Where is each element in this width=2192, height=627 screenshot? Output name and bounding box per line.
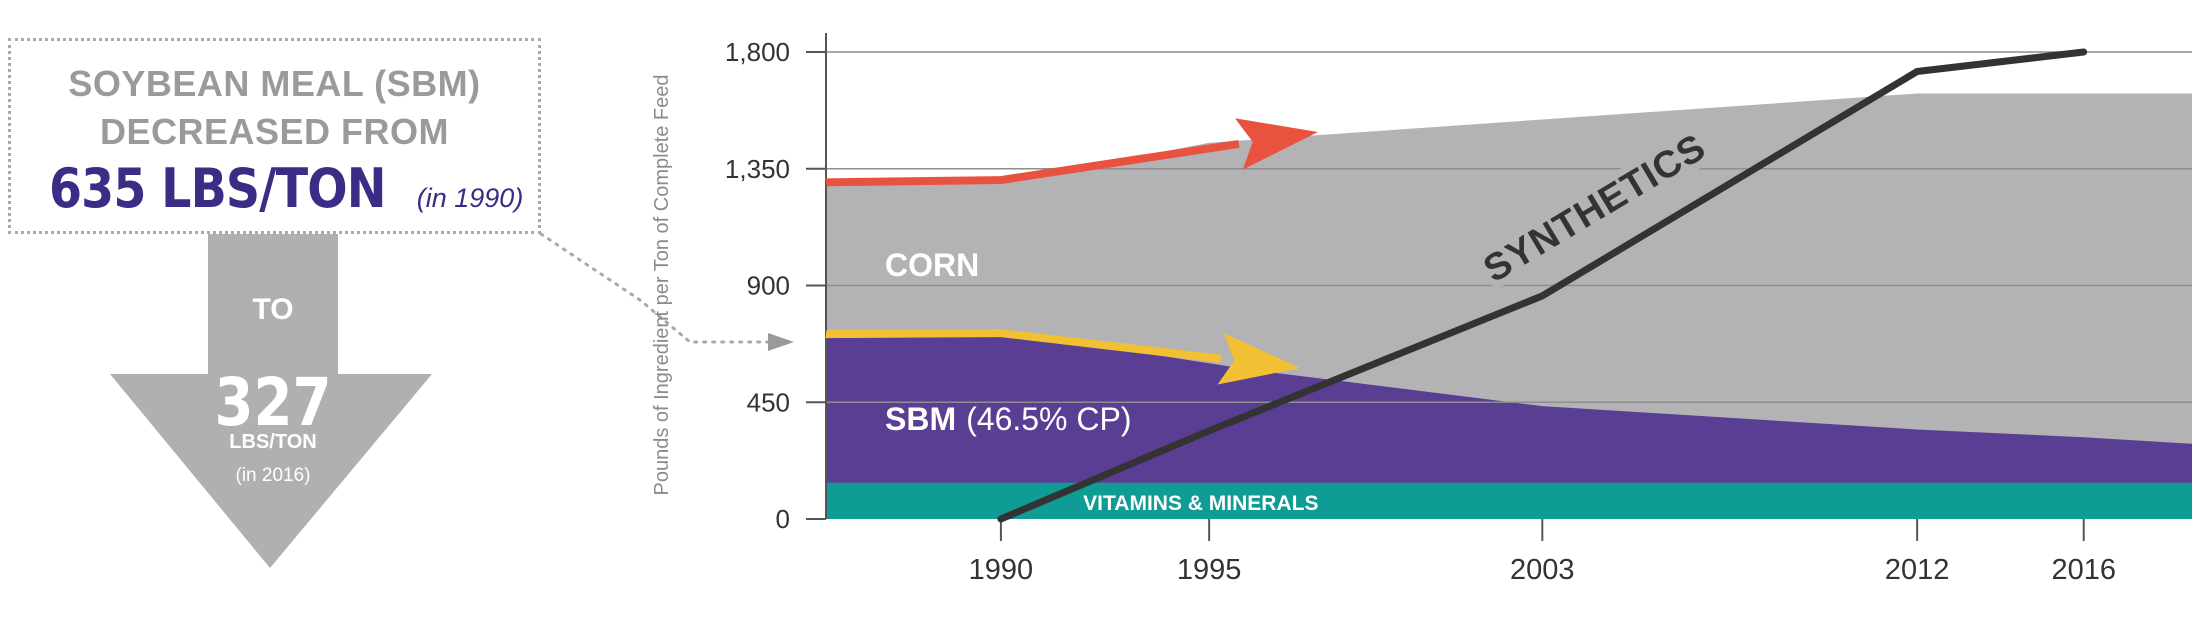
synthetics-line — [997, 48, 2088, 523]
sbm-trend-arrow-head — [1217, 332, 1300, 385]
vitamins-minerals-area — [826, 482, 2192, 519]
arrow-year: (in 2016) — [235, 465, 311, 486]
callout-value: 635 LBS/TON — [48, 157, 387, 220]
synthetics-line-layer — [997, 48, 2088, 523]
corn-label: CORN — [885, 247, 979, 283]
x-tick-label: 2016 — [2051, 554, 2116, 586]
y-tick-label: 450 — [747, 387, 790, 417]
y-axis-title: Pounds of Ingredient per Ton of Complete… — [651, 74, 673, 495]
sbm-label-bold: SBM — [885, 401, 956, 437]
axes: 0 450 900 1,350 1,800 1990 1995 2003 2012 2016 Pou… — [651, 33, 2116, 586]
corn-trend-arrow-head — [1235, 118, 1318, 170]
x-tick-label: 1995 — [1177, 554, 1242, 586]
callout-connector — [539, 232, 794, 351]
sbm-area — [826, 336, 2192, 519]
sbm-label-rest: (46.5% CP) — [966, 401, 1131, 437]
connector-arrowhead — [768, 333, 794, 351]
arrow-to-label: TO — [252, 293, 294, 326]
arrow-unit: LBS/TON — [229, 431, 317, 453]
sbm-label: SBM (46.5% CP) — [885, 401, 1132, 437]
decrease-arrow-shape — [110, 234, 432, 568]
corn-trend-arrow-shaft — [825, 140, 1240, 187]
y-tick-label: 0 — [776, 504, 790, 534]
x-tick-label: 2012 — [1885, 554, 1950, 586]
decrease-arrow — [110, 234, 432, 568]
y-tick-label: 1,350 — [725, 154, 790, 184]
trend-arrows — [825, 118, 1318, 385]
callout-year: (in 1990) — [416, 183, 524, 213]
y-tick-label: 1,800 — [725, 37, 790, 67]
arrow-value: 327 — [214, 364, 332, 441]
connector-line — [539, 232, 772, 344]
x-tick-label: 1990 — [969, 554, 1034, 586]
y-tick-label: 900 — [747, 271, 790, 301]
vitamins-minerals-label: VITAMINS & MINERALS — [1083, 492, 1318, 515]
callout-line-2: DECREASED FROM — [99, 111, 450, 152]
sbm-trend-arrow-shaft — [825, 329, 1222, 363]
callout-value-line: 635 LBS/TON (in 1990) — [11, 157, 538, 220]
x-tick-label: 2003 — [1510, 554, 1575, 586]
callout-box: SOYBEAN MEAL (SBM) DECREASED FROM 635 LB… — [8, 38, 541, 234]
callout-line-1: SOYBEAN MEAL (SBM) — [68, 63, 481, 104]
